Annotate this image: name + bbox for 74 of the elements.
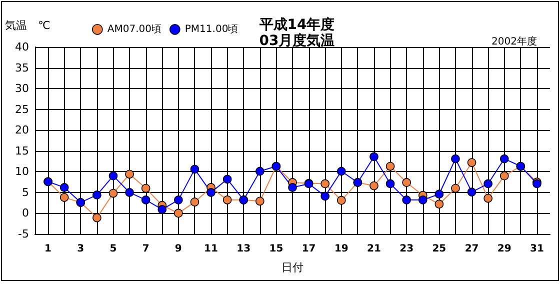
point	[434, 200, 444, 208]
y-tick-label: 0	[22, 206, 29, 220]
x-tick-label: 9	[174, 244, 182, 254]
point	[60, 183, 69, 192]
point	[125, 188, 134, 197]
x-tick-label: 19	[334, 244, 348, 254]
x-tick-label: 1	[44, 244, 52, 254]
point	[370, 181, 378, 190]
x-tick-label: 11	[204, 244, 218, 254]
point	[222, 196, 232, 204]
annotation: 2002年度	[492, 36, 538, 48]
x-axis-title: 日付	[282, 261, 304, 274]
point	[386, 179, 395, 188]
y-tick-label: 15	[15, 144, 29, 158]
point	[500, 171, 509, 180]
point	[288, 183, 297, 192]
x-tick-label: 29	[497, 244, 512, 254]
point	[108, 188, 118, 198]
x-tick-label: 15	[269, 244, 284, 254]
x-tick-label: 3	[77, 244, 84, 254]
point	[467, 158, 476, 167]
y-tick-label: -5	[18, 228, 29, 240]
y-tick-label: 30	[15, 82, 29, 96]
point	[451, 154, 460, 164]
point	[125, 170, 134, 179]
point	[60, 193, 69, 202]
x-tick-label: 13	[236, 244, 251, 254]
chart-title: 平成14年度 03月度気温	[258, 16, 335, 49]
y-tick-label: 20	[15, 124, 29, 137]
point	[174, 196, 183, 204]
point	[484, 194, 492, 203]
x-tick-label: 5	[110, 244, 117, 254]
y-tick-label: 40	[15, 40, 29, 54]
point	[141, 184, 150, 193]
x-tick-label: 17	[302, 244, 316, 254]
x-tick-label: 7	[142, 244, 150, 254]
point	[402, 196, 411, 204]
point	[467, 188, 476, 196]
point	[418, 196, 428, 204]
legend-label: AM07.00頃	[107, 24, 162, 35]
point	[222, 174, 232, 184]
x-tick-label: 25	[432, 244, 446, 254]
point	[337, 166, 346, 176]
point	[451, 184, 460, 193]
point	[256, 196, 264, 206]
point	[141, 196, 150, 204]
x-tick-label: 23	[400, 244, 414, 254]
point	[108, 171, 118, 180]
point	[434, 190, 444, 199]
point	[190, 198, 200, 206]
point	[484, 179, 492, 188]
y-tick-label: 10	[15, 165, 29, 178]
point	[370, 152, 378, 162]
x-tick-label: 21	[367, 244, 381, 254]
legend-label: PM11.00頃	[184, 24, 238, 35]
point	[92, 213, 102, 222]
y-axis-title: 気温 ℃	[5, 19, 50, 32]
point	[206, 188, 216, 197]
point	[337, 196, 346, 205]
x-tick-label: 31	[530, 244, 544, 254]
point	[402, 178, 411, 187]
y-tick-label: 35	[15, 61, 29, 74]
y-tick-label: 5	[22, 186, 29, 199]
point	[500, 154, 509, 164]
point	[92, 190, 102, 200]
point	[320, 192, 330, 201]
point	[174, 208, 183, 218]
point	[158, 205, 167, 214]
point	[320, 179, 330, 188]
point	[386, 162, 395, 171]
x-tick-label: 27	[464, 244, 479, 254]
y-tick-label: 25	[15, 102, 29, 116]
point	[190, 164, 200, 174]
point	[256, 166, 264, 176]
